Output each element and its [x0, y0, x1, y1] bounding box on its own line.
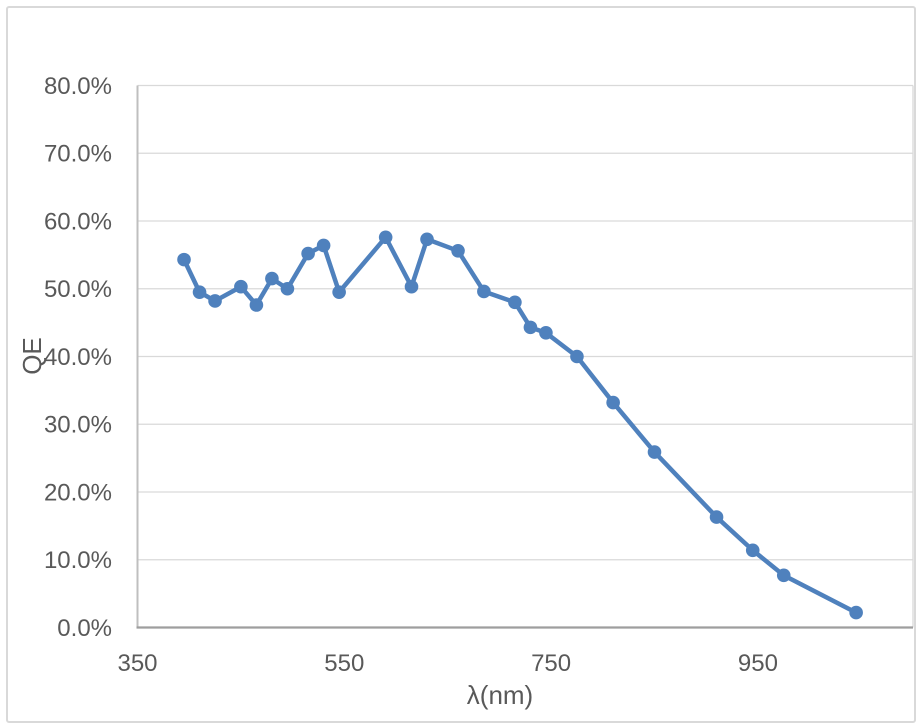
data-point-marker	[570, 349, 584, 364]
chart-frame	[6, 6, 916, 723]
y-tick-label: 30.0%	[44, 412, 112, 439]
data-point-marker	[332, 285, 346, 299]
data-point-marker	[477, 284, 491, 299]
data-point-marker	[192, 285, 207, 299]
y-tick-label: 40.0%	[44, 344, 112, 371]
data-point-marker	[745, 543, 760, 558]
data-point-marker	[776, 568, 791, 583]
y-tick-label: 50.0%	[44, 276, 112, 303]
data-point-marker	[404, 279, 419, 294]
data-point-marker	[451, 244, 465, 258]
x-tick-label: 950	[738, 650, 778, 677]
data-point-marker	[523, 320, 538, 335]
axes-group	[136, 85, 914, 629]
data-point-marker	[420, 232, 434, 247]
data-point-marker	[265, 271, 279, 286]
data-point-marker	[234, 279, 248, 294]
data-point-marker	[709, 510, 724, 524]
data-point-marker	[249, 298, 264, 312]
y-tick-label: 10.0%	[44, 547, 112, 574]
data-point-marker	[208, 294, 222, 308]
series-group	[177, 230, 863, 620]
data-point-marker	[539, 325, 553, 340]
y-tick-label: 70.0%	[44, 141, 112, 168]
data-point-marker	[849, 605, 863, 620]
y-tick-label: 80.0%	[44, 73, 112, 100]
x-tick-label: 550	[324, 650, 364, 677]
y-tick-label: 20.0%	[44, 479, 112, 506]
data-point-marker	[301, 246, 315, 261]
y-tick-label: 60.0%	[44, 208, 112, 235]
data-point-marker	[606, 395, 620, 410]
x-axis-title: λ(nm)	[467, 680, 533, 710]
x-tick-label: 350	[117, 650, 157, 677]
y-tick-label: 0.0%	[57, 615, 112, 642]
y-axis-title: QE	[17, 337, 47, 375]
data-point-marker	[316, 238, 331, 253]
x-tick-label: 750	[531, 650, 571, 677]
data-point-marker	[280, 281, 295, 296]
data-point-marker	[378, 230, 393, 245]
data-point-marker	[177, 252, 191, 267]
tick-labels-group: 0.0% 10.0% 20.0% 30.0% 40.0% 50.0% 60.0% 70.0% 8…	[44, 73, 778, 677]
data-point-marker	[508, 295, 522, 310]
data-point-marker	[647, 445, 662, 459]
